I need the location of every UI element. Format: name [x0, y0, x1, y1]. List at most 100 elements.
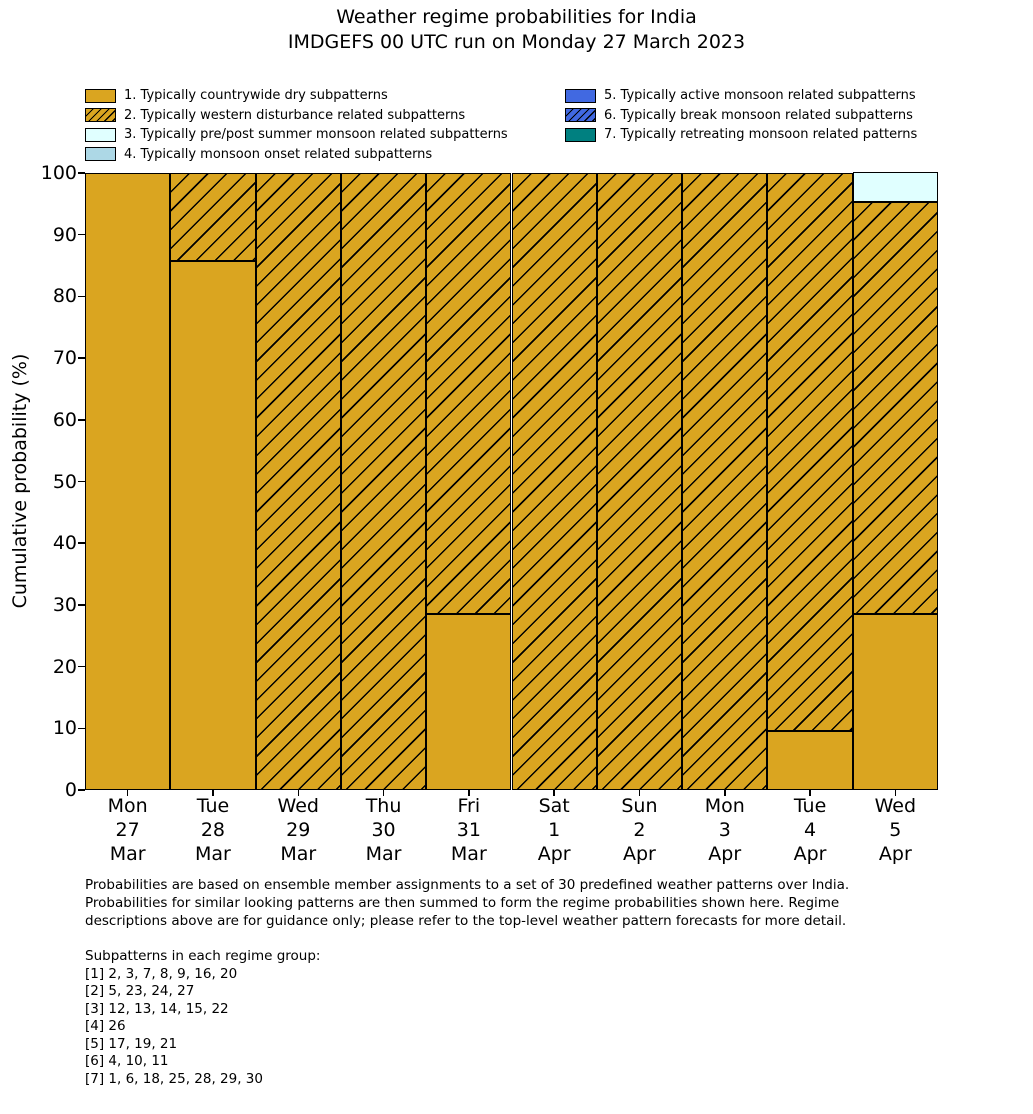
y-tick-label: 60: [52, 408, 77, 431]
legend-item-label: 3. Typically pre/post summer monsoon rel…: [124, 127, 508, 142]
chart-title-line2: IMDGEFS 00 UTC run on Monday 27 March 20…: [287, 31, 746, 53]
x-tick-label-line: 5: [889, 819, 902, 841]
legend-swatch-icon: [85, 127, 116, 142]
x-tick-mark: [894, 790, 897, 796]
x-tick-label-line: Apr: [793, 843, 827, 865]
x-tick-label: Mon 27 Mar: [85, 794, 170, 866]
legend-item: 1. Typically countrywide dry subpatterns: [85, 86, 508, 106]
bar-segment-regime-2: [426, 173, 512, 614]
legend-item-label: 2. Typically western disturbance related…: [124, 107, 466, 123]
legend-item: 4. Typically monsoon onset related subpa…: [85, 145, 508, 165]
subpatterns-line: [4] 26: [85, 1018, 126, 1034]
chart-title: Weather regime probabilities for India I…: [0, 5, 1033, 55]
legend-item-label: 5. Typically active monsoon related subp…: [604, 88, 916, 103]
y-tick-mark: [78, 480, 85, 483]
x-tick-label-line: 1: [548, 819, 561, 841]
y-tick-mark: [78, 727, 85, 730]
x-tick-label-line: Apr: [623, 843, 656, 865]
x-tick-label-line: Mar: [365, 843, 402, 865]
y-tick-mark: [78, 542, 85, 544]
legend-swatch-icon: [85, 108, 116, 123]
legend-column-right: 5. Typically active monsoon related subp…: [565, 86, 917, 145]
y-tick-mark: [78, 357, 85, 359]
subpatterns-line: [6] 4, 10, 11: [85, 1053, 169, 1069]
x-tick-label-line: 27: [115, 819, 140, 841]
bar-segment-regime-2: [255, 173, 341, 790]
subpatterns-line: [5] 17, 19, 21: [85, 1035, 178, 1052]
chart-title-line1: Weather regime probabilities for India: [336, 6, 697, 28]
x-tick-label-line: Mar: [109, 843, 146, 865]
x-tick-label-line: Apr: [537, 843, 571, 865]
legend-swatch-icon: [565, 88, 596, 103]
x-tick-label-line: 4: [803, 819, 817, 841]
y-tick-label: 30: [52, 593, 77, 616]
x-tick-label-line: Sun: [621, 795, 658, 817]
subpatterns-line: [1] 2, 3, 7, 8, 9, 16, 20: [85, 965, 238, 982]
x-tick-mark: [553, 790, 555, 796]
bar-segment-regime-2: [596, 173, 683, 790]
plot-area: [85, 172, 938, 790]
y-tick-label: 80: [52, 285, 77, 308]
subpatterns-line: [2] 5, 23, 24, 27: [85, 983, 195, 999]
legend-item: 2. Typically western disturbance related…: [85, 106, 508, 126]
bar-segment-regime-2: [170, 173, 256, 262]
x-tick-label-line: Mon: [107, 795, 148, 817]
x-tick-mark: [212, 790, 214, 796]
x-tick-label-line: Mar: [280, 843, 317, 865]
y-tick-mark: [78, 419, 85, 421]
y-tick-label: 100: [40, 162, 77, 184]
y-tick-label: 40: [52, 532, 77, 555]
x-tick-label-line: 2: [633, 819, 646, 841]
legend-item-label: 4. Typically monsoon onset related subpa…: [124, 146, 433, 162]
y-tick-label: 10: [52, 717, 77, 740]
x-tick-mark: [297, 790, 299, 796]
x-tick-label-line: Tue: [196, 795, 230, 817]
bar-segment-regime-1: [85, 173, 171, 790]
y-tick-mark: [78, 295, 85, 298]
x-tick-label-line: Thu: [365, 795, 402, 817]
subpatterns-list: Subpatterns in each regime group: [1] 2,…: [85, 948, 320, 1088]
legend-column-left: 1. Typically countrywide dry subpatterns…: [85, 86, 508, 164]
x-tick-label-line: Wed: [874, 795, 917, 817]
x-tick-label-line: 3: [718, 819, 731, 841]
bar-segment-regime-2: [682, 173, 768, 790]
x-tick-mark: [638, 790, 641, 796]
x-tick-mark: [382, 790, 385, 796]
x-tick-label: Fri 31 Mar: [426, 794, 511, 866]
bar-segment-regime-1: [426, 613, 512, 790]
x-tick-mark: [809, 790, 811, 796]
legend-item: 6. Typically break monsoon related subpa…: [565, 106, 917, 126]
footnote-paragraph: Probabilities are based on ensemble memb…: [85, 876, 849, 930]
x-tick-label-line: Apr: [878, 843, 912, 865]
x-tick-label-line: 28: [200, 819, 226, 841]
x-tick-label-line: Apr: [708, 843, 742, 865]
subpatterns-title: Subpatterns in each regime group:: [85, 948, 321, 964]
y-tick-label: 50: [52, 470, 77, 493]
x-tick-label-line: Mon: [704, 795, 745, 817]
y-tick-mark: [78, 233, 85, 236]
legend-swatch-icon: [565, 108, 596, 123]
bar-segment-regime-2: [852, 202, 938, 614]
legend-swatch-icon: [85, 88, 116, 103]
x-tick-label-line: Mar: [195, 843, 231, 865]
y-tick-mark: [78, 665, 85, 668]
y-tick-label: 20: [52, 655, 77, 678]
bar-segment-regime-1: [767, 731, 853, 790]
bar-segment-regime-2: [767, 173, 853, 732]
x-tick-label: Tue 4 Apr: [767, 794, 852, 866]
y-tick-mark: [78, 604, 85, 606]
x-tick-label-line: 30: [371, 819, 396, 841]
x-tick-label-line: Fri: [457, 795, 481, 817]
bar-segment-regime-2: [511, 173, 597, 790]
x-tick-label-line: 31: [456, 819, 481, 841]
x-tick-mark: [468, 790, 470, 796]
legend-item: 7. Typically retreating monsoon related …: [565, 125, 917, 145]
bar-segment-regime-1: [852, 613, 938, 790]
x-tick-mark: [126, 790, 129, 796]
x-tick-label: Mon 3 Apr: [682, 794, 767, 866]
y-tick-mark: [78, 789, 85, 791]
x-tick-label: Sat 1 Apr: [512, 794, 597, 866]
legend-swatch-icon: [565, 127, 596, 142]
footnote-line: descriptions above are for guidance only…: [85, 913, 847, 929]
